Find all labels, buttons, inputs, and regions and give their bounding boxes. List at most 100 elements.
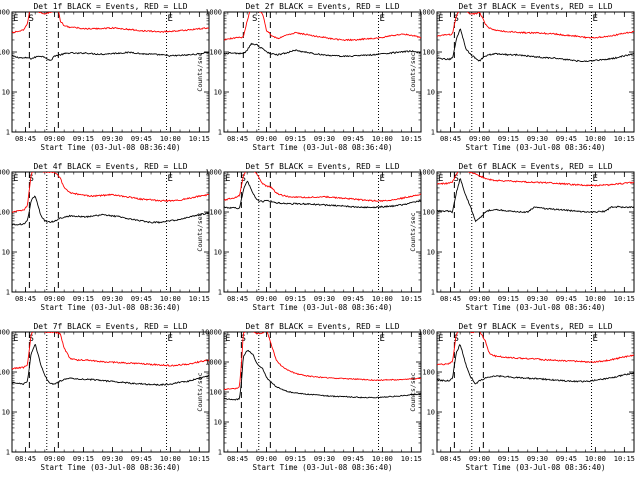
x-axis-label: Start Time (03-Jul-08 08:36:40) bbox=[253, 143, 393, 152]
x-tick-label: 10:15 bbox=[614, 135, 635, 143]
interval-marker-E: E bbox=[13, 174, 18, 184]
x-tick-label: 09:30 bbox=[314, 455, 335, 463]
x-tick-label: 09:00 bbox=[256, 295, 277, 303]
x-tick-label: 08:45 bbox=[227, 135, 248, 143]
interval-marker-S: S bbox=[453, 334, 458, 344]
y-axis-label: Counts/sec bbox=[409, 212, 417, 251]
y-tick-label: 1000 bbox=[205, 359, 222, 367]
interval-marker-E: E bbox=[593, 14, 598, 24]
x-tick-label: 09:00 bbox=[256, 135, 277, 143]
x-tick-label: 09:45 bbox=[343, 135, 364, 143]
x-tick-label: 10:15 bbox=[401, 135, 422, 143]
series-events-line bbox=[224, 349, 421, 401]
series-lld-line bbox=[12, 172, 209, 214]
x-tick-label: 09:00 bbox=[469, 295, 490, 303]
y-tick-label: 100 bbox=[209, 209, 222, 217]
x-tick-label: 08:45 bbox=[15, 135, 36, 143]
y-tick-label: 10 bbox=[214, 249, 222, 257]
panel-title: Det 9f BLACK = Events, RED = LLD bbox=[458, 322, 612, 331]
x-tick-label: 10:00 bbox=[372, 455, 393, 463]
x-tick-label: 10:15 bbox=[189, 455, 210, 463]
x-tick-label: 08:45 bbox=[227, 295, 248, 303]
panel-det-8: Det 8f BLACK = Events, RED = LLD 1 10 100 10… bbox=[196, 322, 422, 472]
y-tick-label: 10 bbox=[2, 89, 10, 97]
interval-marker-E: E bbox=[225, 174, 230, 184]
plot-frame bbox=[11, 171, 210, 293]
x-tick-label: 10:15 bbox=[614, 295, 635, 303]
y-tick-label: 100 bbox=[0, 49, 10, 57]
y-axis-label: Counts/sec bbox=[196, 372, 204, 411]
interval-marker-E: E bbox=[168, 14, 173, 24]
panel-det-9: Det 9f BLACK = Events, RED = LLD 1 10 100 10… bbox=[409, 322, 635, 472]
x-tick-label: 09:15 bbox=[498, 135, 519, 143]
series-events-line bbox=[224, 42, 421, 58]
panel-det-1: Det 1f BLACK = Events, RED = LLD 1 10 100 10… bbox=[0, 2, 210, 152]
x-tick-label: 09:45 bbox=[343, 295, 364, 303]
panel-title: Det 5f BLACK = Events, RED = LLD bbox=[245, 162, 399, 171]
plot-frame bbox=[11, 331, 210, 453]
x-tick-label: 09:00 bbox=[469, 455, 490, 463]
y-tick-label: 1 bbox=[218, 129, 222, 137]
x-tick-label: 10:00 bbox=[160, 455, 181, 463]
panel-det-6: Det 6f BLACK = Events, RED = LLD 1 10 100 10… bbox=[409, 162, 635, 312]
interval-marker-E: E bbox=[593, 174, 598, 184]
series-lld-line bbox=[12, 332, 209, 370]
panel-det-7: Det 7f BLACK = Events, RED = LLD 1 10 100 10… bbox=[0, 322, 210, 472]
y-tick-label: 100 bbox=[422, 209, 435, 217]
x-axis-label: Start Time (03-Jul-08 08:36:40) bbox=[253, 463, 393, 472]
x-tick-label: 09:30 bbox=[102, 135, 123, 143]
series-events-line bbox=[437, 343, 634, 385]
interval-marker-E: E bbox=[438, 334, 443, 344]
plot-frame bbox=[11, 11, 210, 133]
x-tick-label: 10:00 bbox=[585, 295, 606, 303]
x-tick-label: 08:45 bbox=[440, 455, 461, 463]
x-tick-label: 09:45 bbox=[131, 295, 152, 303]
series-events-line bbox=[12, 344, 209, 387]
y-axis-label: Counts/sec bbox=[196, 212, 204, 251]
x-tick-label: 10:00 bbox=[372, 295, 393, 303]
x-tick-label: 08:45 bbox=[440, 135, 461, 143]
x-tick-label: 09:45 bbox=[556, 295, 577, 303]
interval-marker-E: E bbox=[380, 174, 385, 184]
x-tick-label: 09:15 bbox=[285, 295, 306, 303]
panel-det-5: Det 5f BLACK = Events, RED = LLD 1 10 100 10… bbox=[196, 162, 422, 312]
x-tick-label: 09:00 bbox=[44, 135, 65, 143]
x-tick-label: 10:15 bbox=[614, 455, 635, 463]
interval-marker-S: S bbox=[28, 174, 33, 184]
x-tick-label: 09:30 bbox=[527, 455, 548, 463]
y-tick-label: 10 bbox=[2, 249, 10, 257]
y-tick-label: 1000 bbox=[0, 9, 10, 17]
x-tick-label: 10:15 bbox=[189, 295, 210, 303]
y-tick-label: 1000 bbox=[418, 9, 435, 17]
y-tick-label: 1 bbox=[431, 129, 435, 137]
series-lld-line bbox=[224, 12, 421, 42]
y-tick-label: 1000 bbox=[0, 329, 10, 337]
panel-title: Det 4f BLACK = Events, RED = LLD bbox=[33, 162, 187, 171]
y-tick-label: 10 bbox=[2, 409, 10, 417]
x-tick-label: 08:45 bbox=[440, 295, 461, 303]
y-tick-label: 1 bbox=[218, 449, 222, 457]
x-tick-label: 09:15 bbox=[73, 295, 94, 303]
series-events-line bbox=[437, 28, 634, 63]
x-axis-label: Start Time (03-Jul-08 08:36:40) bbox=[41, 143, 181, 152]
interval-marker-E: E bbox=[438, 14, 443, 24]
y-tick-label: 10000 bbox=[201, 329, 222, 337]
plot-frame bbox=[436, 171, 635, 293]
interval-marker-E: E bbox=[438, 174, 443, 184]
y-tick-label: 100 bbox=[209, 389, 222, 397]
series-events-line bbox=[224, 180, 421, 210]
y-tick-label: 1 bbox=[431, 449, 435, 457]
x-tick-label: 09:15 bbox=[73, 455, 94, 463]
panel-title: Det 2f BLACK = Events, RED = LLD bbox=[245, 2, 399, 11]
x-tick-label: 10:15 bbox=[401, 295, 422, 303]
series-lld-line bbox=[224, 332, 421, 391]
x-tick-label: 09:15 bbox=[498, 295, 519, 303]
interval-marker-S: S bbox=[453, 14, 458, 24]
x-tick-label: 09:30 bbox=[527, 295, 548, 303]
x-axis-label: Start Time (03-Jul-08 08:36:40) bbox=[41, 303, 181, 312]
y-tick-label: 1000 bbox=[205, 9, 222, 17]
series-events-line bbox=[437, 178, 634, 223]
panel-title: Det 6f BLACK = Events, RED = LLD bbox=[458, 162, 612, 171]
series-lld-line bbox=[224, 172, 421, 203]
x-tick-label: 09:45 bbox=[131, 455, 152, 463]
